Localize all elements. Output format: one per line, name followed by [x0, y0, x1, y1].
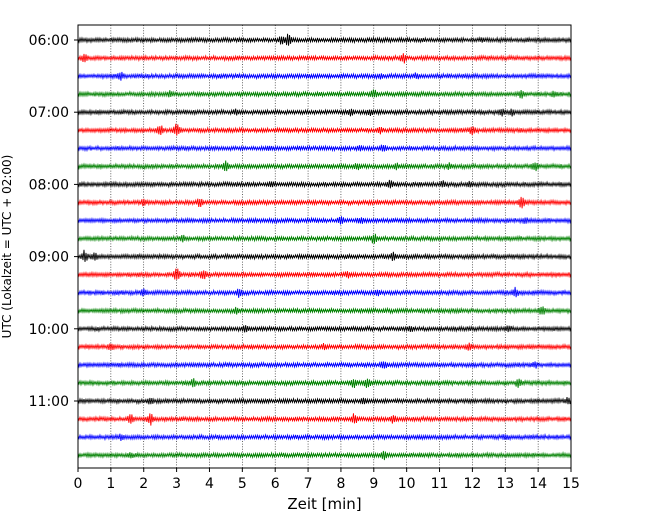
y-tick-label-0800: 08:00 [29, 177, 69, 193]
x-tick-label-14: 14 [529, 476, 547, 492]
grid-layer [110, 25, 539, 468]
trace-1130 [77, 433, 572, 442]
plot-frame [77, 24, 572, 469]
trace-0815 [77, 196, 572, 209]
trace-1030 [77, 360, 572, 369]
y-tick-label-1100: 11:00 [29, 394, 69, 410]
x-tick-label-12: 12 [463, 476, 481, 492]
x-axis-label: Zeit [min] [287, 495, 361, 513]
y-ticks: 06:00 07:00 08:00 09:00 10:00 11:00 [29, 33, 78, 410]
trace-1015 [77, 342, 572, 351]
trace-0630 [77, 71, 572, 81]
trace-1000 [77, 324, 572, 333]
trace-1100 [77, 396, 572, 406]
trace-0800 [77, 179, 572, 189]
x-ticks: 0 1 2 3 4 5 6 7 8 9 10 11 12 13 14 15 [74, 468, 580, 492]
y-tick-label-0900: 09:00 [29, 250, 69, 266]
trace-0915 [77, 268, 572, 280]
trace-0600 [77, 33, 572, 46]
x-tick-label-1: 1 [106, 476, 115, 492]
trace-0945 [77, 306, 572, 315]
trace-0845 [77, 233, 572, 244]
x-tick-label-5: 5 [238, 476, 247, 492]
trace-0700 [77, 108, 572, 117]
trace-0645 [77, 89, 572, 99]
trace-0930 [77, 286, 572, 298]
y-tick-label-1000: 10:00 [29, 322, 69, 338]
x-tick-label-8: 8 [336, 476, 345, 492]
x-tick-label-15: 15 [562, 476, 580, 492]
x-tick-label-3: 3 [172, 476, 181, 492]
trace-1145 [77, 450, 572, 461]
trace-0730 [77, 144, 572, 153]
x-tick-label-4: 4 [205, 476, 214, 492]
y-tick-label-0600: 06:00 [29, 33, 69, 49]
x-tick-label-9: 9 [369, 476, 378, 492]
x-tick-label-13: 13 [496, 476, 514, 492]
traces-layer [77, 33, 572, 461]
trace-0615 [77, 53, 572, 64]
trace-0745 [77, 160, 572, 172]
y-axis-label: UTC (Lokalzeit = UTC + 02:00) [0, 155, 14, 339]
trace-0900 [77, 249, 572, 262]
x-tick-label-0: 0 [74, 476, 83, 492]
x-tick-label-11: 11 [431, 476, 449, 492]
trace-0715 [77, 123, 572, 136]
trace-1115 [77, 413, 572, 426]
x-tick-label-2: 2 [139, 476, 148, 492]
x-tick-label-7: 7 [304, 476, 313, 492]
trace-0830 [77, 216, 572, 225]
x-tick-label-10: 10 [398, 476, 416, 492]
x-tick-label-6: 6 [271, 476, 280, 492]
y-tick-label-0700: 07:00 [29, 105, 69, 121]
trace-1045 [77, 378, 572, 389]
